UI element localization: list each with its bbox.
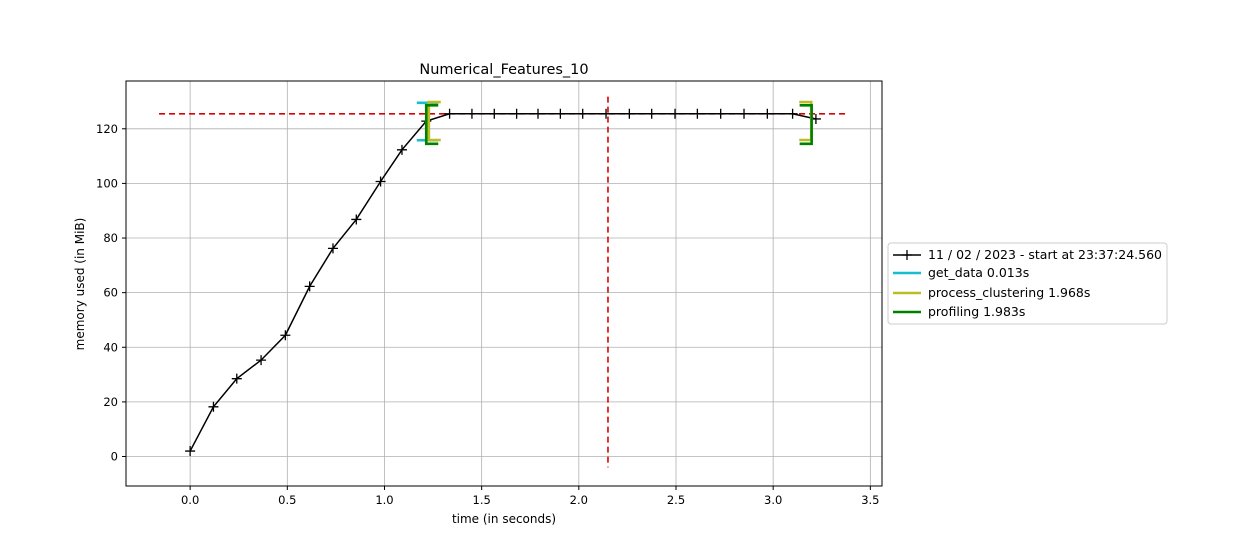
data-point bbox=[533, 108, 544, 119]
data-point bbox=[327, 243, 338, 254]
data-point bbox=[577, 108, 588, 119]
legend-entry-memory: 11 / 02 / 2023 - start at 23:37:24.560 bbox=[893, 247, 1162, 262]
data-point bbox=[739, 108, 750, 119]
x-axis: 0.0 0.5 1.0 1.5 2.0 2.5 3.0 3.5 bbox=[181, 486, 879, 507]
data-point bbox=[351, 214, 362, 225]
plot-area-frame bbox=[125, 80, 883, 487]
data-point bbox=[231, 373, 242, 384]
data-point bbox=[762, 108, 773, 119]
grid bbox=[126, 81, 882, 486]
y-axis-label: memory used (in MiB) bbox=[73, 218, 87, 351]
x-tick-label: 2.5 bbox=[667, 493, 685, 507]
x-tick-label: 2.0 bbox=[570, 493, 588, 507]
y-tick-label: 60 bbox=[103, 286, 118, 300]
x-axis-label: time (in seconds) bbox=[452, 512, 556, 526]
data-point bbox=[601, 108, 612, 119]
y-tick-label: 40 bbox=[103, 340, 118, 354]
legend-label-get-data: get_data 0.013s bbox=[928, 265, 1029, 280]
data-point bbox=[555, 108, 566, 119]
data-point bbox=[511, 108, 522, 119]
x-tick-label: 3.0 bbox=[764, 493, 782, 507]
y-tick-label: 80 bbox=[103, 231, 118, 245]
x-tick-label: 3.5 bbox=[861, 493, 879, 507]
y-tick-label: 0 bbox=[111, 450, 118, 464]
legend-label-profiling: profiling 1.983s bbox=[928, 304, 1025, 319]
legend-entry-profiling: profiling 1.983s bbox=[893, 304, 1025, 319]
chart-title: Numerical_Features_10 bbox=[419, 62, 588, 78]
data-point bbox=[715, 108, 726, 119]
x-tick-label: 1.5 bbox=[473, 493, 491, 507]
y-tick-label: 120 bbox=[96, 122, 118, 136]
y-tick-label: 100 bbox=[96, 176, 118, 190]
data-point bbox=[466, 108, 477, 119]
x-tick-label: 0.5 bbox=[278, 493, 296, 507]
x-tick-label: 0.0 bbox=[181, 493, 199, 507]
series-line bbox=[189, 113, 817, 452]
legend-label-memory: 11 / 02 / 2023 - start at 23:37:24.560 bbox=[928, 247, 1162, 262]
bracket-end bbox=[799, 104, 813, 146]
data-point bbox=[208, 401, 219, 412]
data-point bbox=[670, 108, 681, 119]
data-point bbox=[489, 108, 500, 119]
data-point bbox=[787, 108, 798, 119]
data-point bbox=[444, 108, 455, 119]
data-point bbox=[280, 330, 291, 341]
y-axis: 0 20 40 60 80 100 120 bbox=[96, 122, 126, 464]
legend-marker-memory bbox=[902, 250, 912, 260]
data-point bbox=[304, 281, 315, 292]
data-point bbox=[646, 108, 657, 119]
y-tick-label: 20 bbox=[103, 395, 118, 409]
data-point bbox=[256, 355, 267, 366]
data-point bbox=[396, 144, 407, 155]
legend-entry-process-clustering: process_clustering 1.968s bbox=[893, 285, 1090, 300]
data-point bbox=[624, 108, 635, 119]
legend: 11 / 02 / 2023 - start at 23:37:24.560 g… bbox=[887, 242, 1168, 325]
x-tick-label: 1.0 bbox=[375, 493, 393, 507]
data-point bbox=[185, 446, 196, 457]
series-layer bbox=[185, 108, 821, 457]
legend-frame bbox=[887, 242, 1168, 325]
data-point bbox=[375, 176, 386, 187]
bracket-start bbox=[427, 100, 441, 142]
bracket-layer bbox=[416, 100, 813, 146]
data-point bbox=[692, 108, 703, 119]
legend-entry-get-data: get_data 0.013s bbox=[893, 265, 1029, 280]
bracket-start bbox=[424, 104, 439, 146]
legend-label-process-clustering: process_clustering 1.968s bbox=[928, 285, 1090, 300]
